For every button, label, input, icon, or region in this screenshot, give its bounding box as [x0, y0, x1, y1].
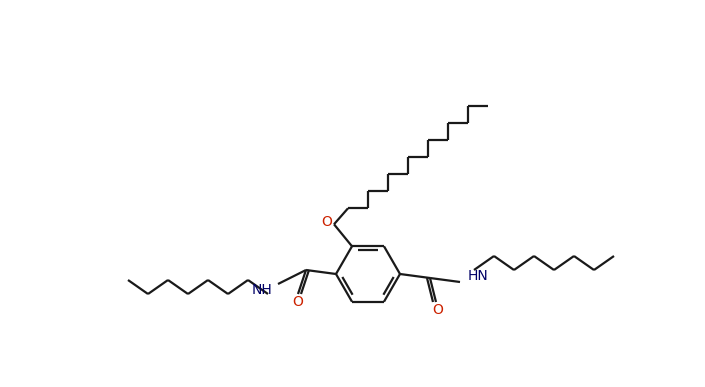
Text: NH: NH: [251, 283, 272, 297]
Text: O: O: [433, 303, 443, 317]
Text: O: O: [293, 295, 303, 309]
Text: O: O: [321, 215, 333, 229]
Text: HN: HN: [468, 269, 489, 283]
